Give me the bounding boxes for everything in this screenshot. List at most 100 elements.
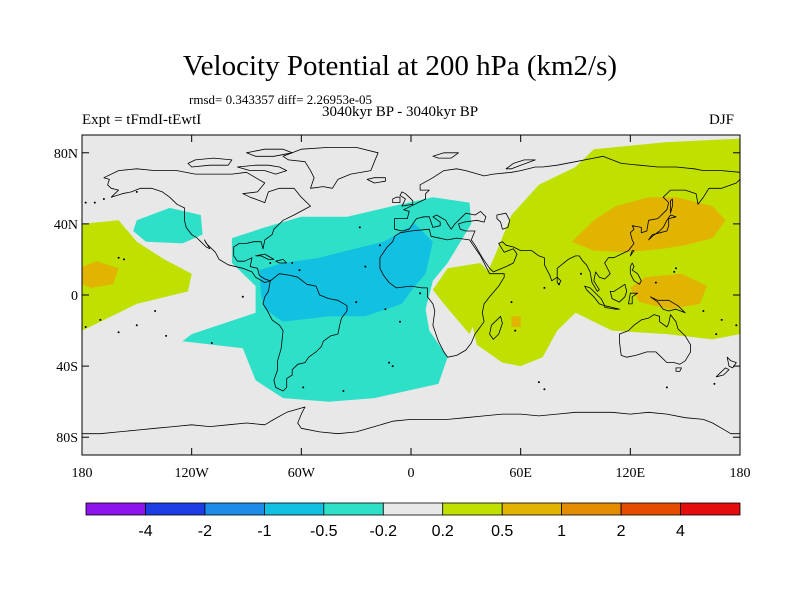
coastline-africa <box>379 228 505 358</box>
x-tick-label: 180 <box>730 466 751 481</box>
small-island <box>123 258 125 261</box>
small-island <box>135 324 138 327</box>
colorbar-label: 2 <box>617 523 626 540</box>
small-island <box>355 301 358 304</box>
small-island <box>117 256 120 259</box>
small-island <box>210 342 213 344</box>
coastline-sakhalin <box>670 198 673 214</box>
colorbar-label: -0.2 <box>370 523 398 540</box>
rmsd-diff-stats: rmsd= 0.343357 diff= 2.26953e-05 <box>189 92 373 107</box>
small-island <box>543 388 546 391</box>
small-island <box>135 190 138 193</box>
plot-title: Velocity Potential at 200 hPa (km2/s) <box>182 50 618 82</box>
colorbar-swatch <box>501 502 563 516</box>
colorbar-swatch <box>382 502 444 516</box>
contour-region-positive-eurasia-pacific <box>469 138 740 367</box>
colorbar: -4 -2 -1 -0.5 -0.2 0.2 0.5 1 2 4 <box>85 502 741 540</box>
small-island <box>269 262 272 264</box>
colorbar-swatch <box>442 502 503 516</box>
small-island <box>378 244 381 247</box>
small-island <box>364 265 367 268</box>
colorbar-label: 0.5 <box>491 523 513 540</box>
colorbar-swatch <box>145 502 206 516</box>
coastline-new-zealand-north <box>726 356 737 369</box>
coastline-java <box>604 305 620 310</box>
map-axes: 180 120W 60W 0 60E 120E 180 80N 40N 0 40S 80S <box>54 134 751 481</box>
small-island <box>99 318 102 321</box>
colorbar-swatch <box>85 502 146 516</box>
coastline-svalbard <box>432 152 459 159</box>
coastline-south-america <box>262 273 348 392</box>
coastline-australia <box>619 314 691 365</box>
colorbar-label: 4 <box>676 523 685 540</box>
small-island <box>165 334 168 337</box>
y-tick-label: 40S <box>56 360 78 375</box>
small-island <box>510 301 513 304</box>
small-island <box>514 329 517 332</box>
coastline-novaya-zemlya <box>505 159 536 170</box>
small-island <box>391 365 394 368</box>
colorbar-label: 1 <box>557 523 566 540</box>
coastline-sulawesi <box>628 292 638 305</box>
contour-region-positive-africa-west <box>432 263 494 335</box>
coastline-canadian-archipelago-1 <box>187 157 233 168</box>
small-island <box>665 386 668 389</box>
small-island <box>358 226 361 229</box>
coastline-antarctica <box>82 406 740 435</box>
small-island <box>713 382 716 385</box>
small-island <box>419 292 422 295</box>
x-tick-label: 180 <box>72 466 93 481</box>
small-island <box>384 308 387 311</box>
small-island <box>399 320 401 323</box>
coastline-borneo <box>609 283 628 303</box>
small-island <box>558 283 560 286</box>
coastline-canadian-archipelago-2 <box>236 164 288 175</box>
colorbar-swatch <box>620 502 681 516</box>
coastlines <box>82 146 740 435</box>
y-tick-label: 40N <box>54 218 78 233</box>
colorbar-label: -1 <box>257 523 271 540</box>
small-island <box>720 318 723 321</box>
small-island <box>342 390 345 392</box>
small-island <box>580 272 582 275</box>
small-island <box>102 198 105 200</box>
y-tick-label: 80S <box>56 431 78 446</box>
y-tick-label: 0 <box>71 289 78 304</box>
coastline-new-guinea <box>650 296 686 314</box>
small-island <box>654 281 657 284</box>
small-island <box>702 310 705 312</box>
small-island <box>543 286 546 289</box>
contour-region-negative-north-pacific <box>133 207 203 244</box>
coastline-tasmania <box>675 367 682 372</box>
experiment-label: Expt = tFmdI-tEwtI <box>82 112 202 128</box>
coastline-ellesmere <box>246 148 293 157</box>
coastline-hispaniola <box>275 258 288 264</box>
colorbar-swatch <box>323 502 384 516</box>
coastline-greenland <box>282 146 379 189</box>
small-island <box>735 324 738 327</box>
small-island <box>84 326 87 328</box>
contour-region-positive-asia-core <box>571 197 726 253</box>
coastline-iceland <box>366 177 386 184</box>
x-tick-label: 120E <box>616 466 646 481</box>
time-period-label: 3040kyr BP - 3040kyr BP <box>322 104 479 120</box>
y-tick-label: 80N <box>54 147 78 162</box>
contour-region-positive-east-pacific <box>82 220 192 331</box>
contour-region-negative-south-america-core <box>259 223 433 322</box>
coastline-eurasia <box>394 155 740 292</box>
x-tick-label: 120W <box>175 466 210 481</box>
coastline-caspian <box>496 212 511 230</box>
coastline-taiwan <box>629 250 635 257</box>
map-plot-area <box>82 135 740 455</box>
x-tick-label: 0 <box>408 466 415 481</box>
colorbar-label: -4 <box>138 523 152 540</box>
colorbar-swatch <box>680 502 741 516</box>
coastline-britain <box>399 191 414 207</box>
small-island <box>298 269 301 272</box>
colorbar-label: 0.2 <box>432 523 454 540</box>
coastline-japan <box>648 214 677 241</box>
coastline-sumatra <box>584 285 606 307</box>
small-island <box>117 331 120 334</box>
coastline-madagascar <box>489 315 503 340</box>
